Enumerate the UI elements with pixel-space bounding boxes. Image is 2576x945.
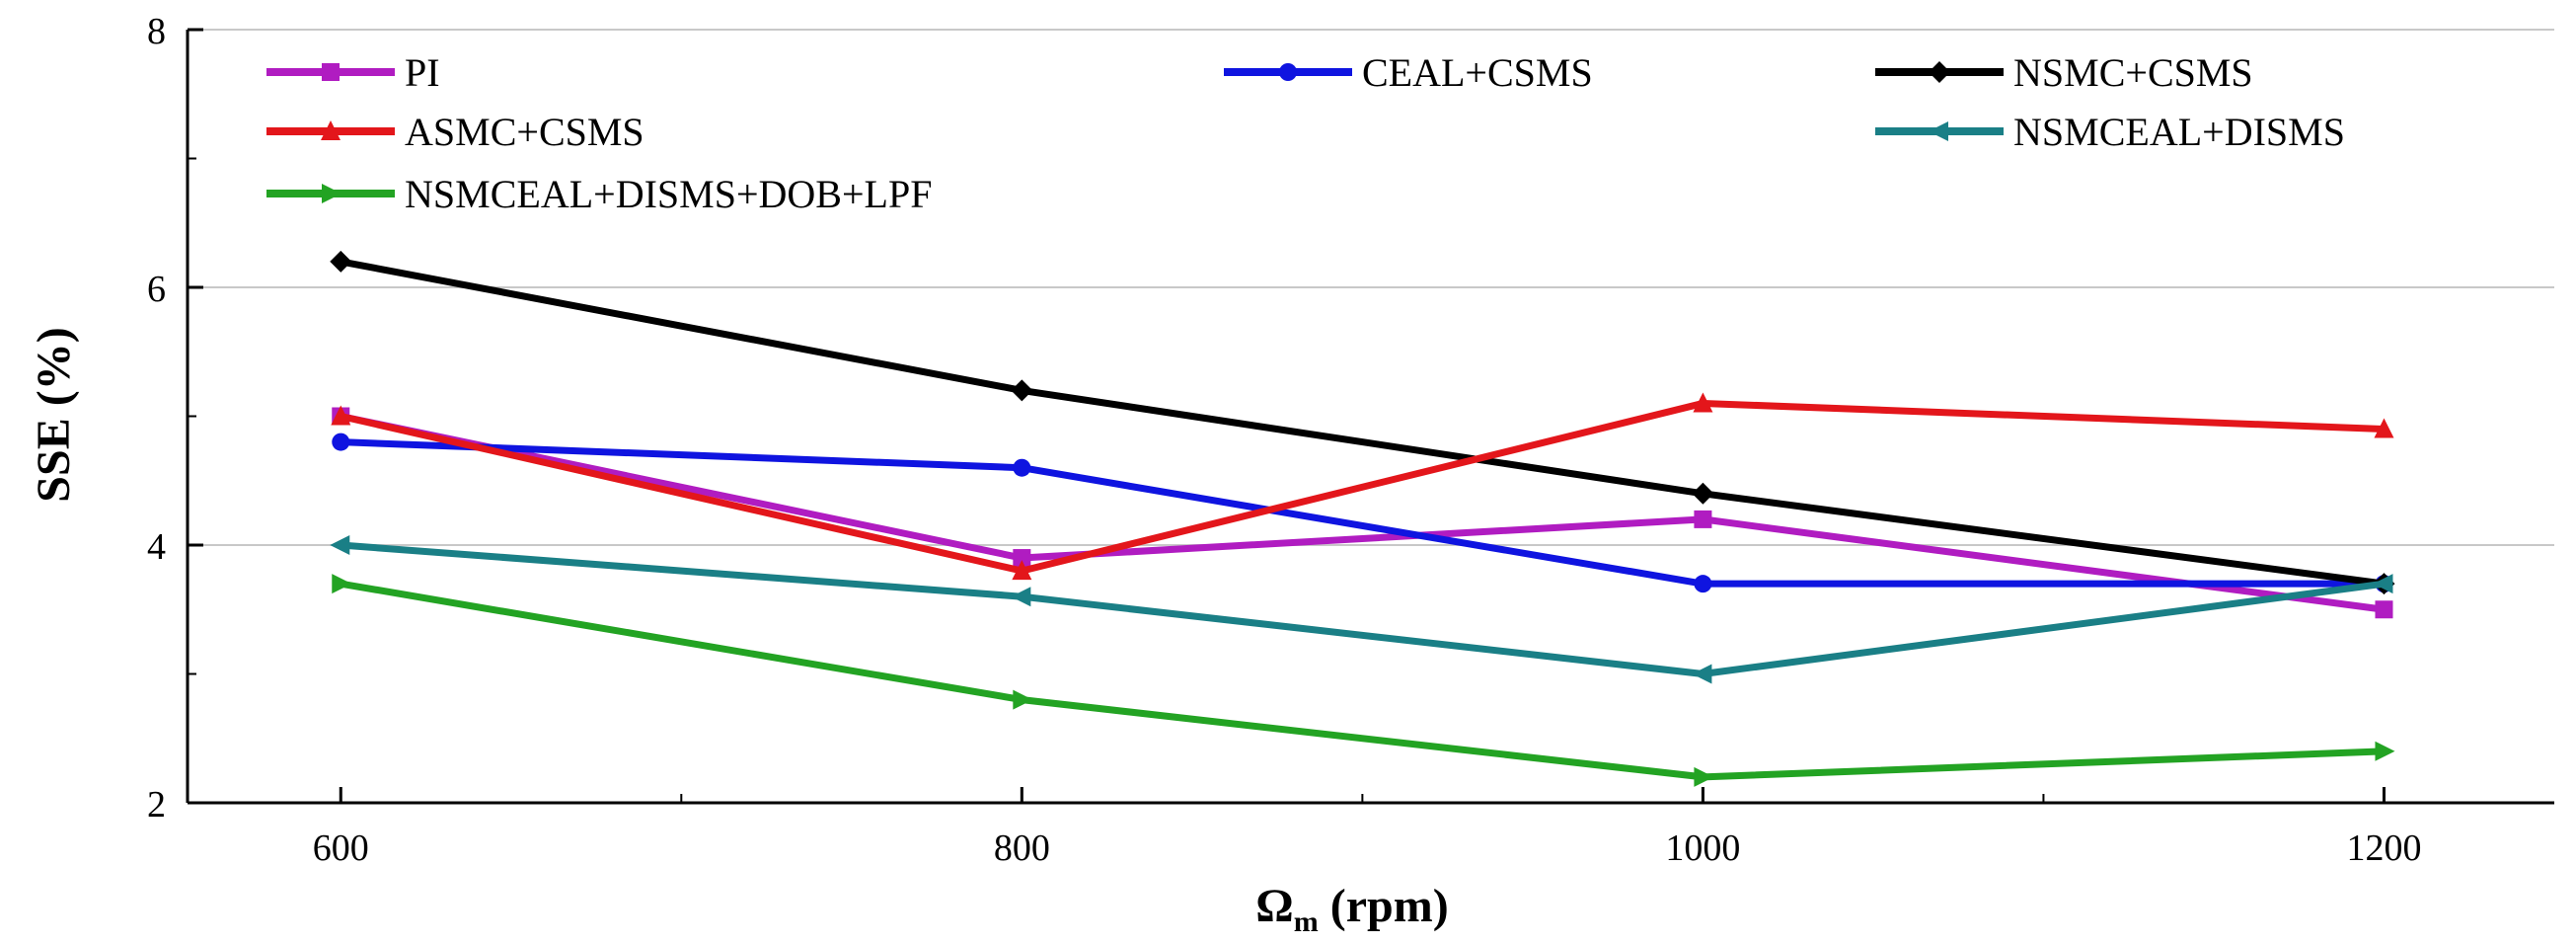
point-nsmceal-disms-1000 [1692, 664, 1712, 684]
x-axis-title-symbol: Ω [1255, 880, 1293, 932]
point-asmc-csms-600 [331, 405, 351, 426]
point-nsmceal-disms-600 [330, 535, 350, 555]
series-line-ceal-csms [341, 438, 2385, 588]
point-pi-800 [1013, 549, 1031, 568]
point-asmc-csms-1200 [2374, 418, 2394, 438]
legend-label-nsmc-csms: NSMC+CSMS [2013, 50, 2253, 95]
point-ceal-csms-800 [1013, 458, 1031, 477]
point-pi-1000 [1694, 510, 1712, 528]
legend-label-nsmceal-disms-dob-lpf: NSMCEAL+DISMS+DOB+LPF [405, 172, 932, 216]
x-tick-label-1200: 1200 [2346, 827, 2421, 869]
series-line-asmc-csms [340, 399, 2385, 575]
y-axis-title: SSE (%) [28, 327, 80, 502]
point-ceal-csms-1000 [1694, 575, 1712, 593]
legend: PI CEAL+CSMS NSMC+CSMS ASMC+CSMS NSMCEAL+DIS… [266, 50, 2345, 216]
x-axis-title-unit: (rpm) [1319, 880, 1449, 932]
point-nsmc-csms-600 [330, 250, 352, 273]
y-tick-label-2: 2 [147, 784, 166, 826]
legend-label-nsmceal-disms: NSMCEAL+DISMS [2013, 110, 2345, 154]
point-nsmc-csms-1000 [1692, 482, 1714, 505]
point-asmc-csms-1000 [1693, 392, 1713, 413]
point-pi-1200 [2375, 600, 2393, 619]
y-tick-label-4: 4 [147, 526, 166, 568]
point-nsmceal-disms-dob-lpf-800 [1013, 689, 1033, 710]
series-line-pi [340, 413, 2385, 613]
point-nsmceal-disms-dob-lpf-600 [332, 574, 352, 594]
y-tick-label-6: 6 [147, 269, 166, 310]
point-asmc-csms-800 [1012, 560, 1032, 581]
point-nsmceal-disms-1200 [2373, 574, 2393, 594]
x-tick-label-600: 600 [313, 827, 369, 869]
x-tick-label-1000: 1000 [1665, 827, 1740, 869]
series-line-nsmc-csms [340, 258, 2385, 588]
x-axis-title: Ωm (rpm) [1255, 880, 1448, 938]
x-axis-title-subscript: m [1294, 906, 1319, 938]
legend-marker-nsmceal-disms-dob-lpf [322, 184, 341, 203]
series-line-nsmceal-disms-dob-lpf [340, 580, 2385, 781]
x-tick-label-800: 800 [994, 827, 1050, 869]
y-tick-label-8: 8 [147, 11, 166, 52]
legend-marker-nsmceal-disms [1929, 121, 1948, 141]
grid-lines [188, 29, 2554, 546]
point-nsmceal-disms-800 [1011, 587, 1031, 607]
legend-marker-nsmc-csms [1929, 61, 1950, 83]
legend-label-ceal-csms: CEAL+CSMS [1362, 50, 1593, 95]
series-lines [330, 250, 2395, 787]
legend-marker-asmc-csms [321, 120, 341, 140]
legend-marker-pi [322, 63, 340, 81]
point-nsmc-csms-800 [1011, 379, 1033, 402]
series-line-nsmceal-disms [341, 541, 2385, 677]
axes: 2 4 6 8 600 800 1000 1200 [147, 11, 2554, 869]
point-nsmceal-disms-dob-lpf-1200 [2375, 741, 2395, 761]
point-nsmceal-disms-dob-lpf-1000 [1694, 766, 1714, 787]
point-ceal-csms-600 [332, 433, 350, 451]
legend-marker-ceal-csms [1279, 63, 1297, 81]
legend-label-pi: PI [405, 50, 440, 95]
legend-label-asmc-csms: ASMC+CSMS [405, 110, 644, 154]
